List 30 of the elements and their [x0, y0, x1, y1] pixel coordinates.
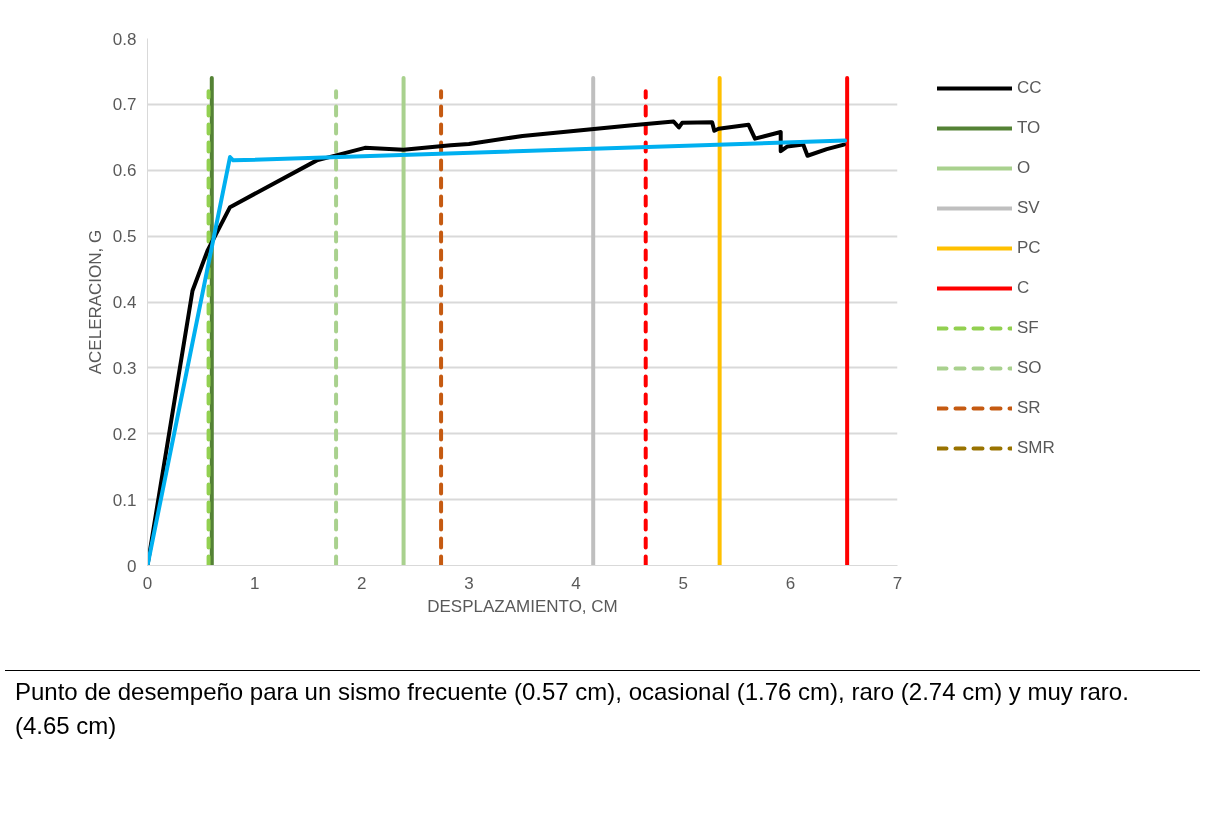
- y-tick-label: 0.7: [112, 95, 137, 115]
- y-axis-title: ACELERACION, G: [85, 229, 105, 375]
- legend-label: CC: [1017, 78, 1042, 98]
- x-tick-label: 4: [571, 573, 581, 593]
- x-tick-label: 2: [357, 573, 367, 593]
- legend-label: SO: [1017, 358, 1042, 378]
- x-tick-label: 5: [678, 573, 688, 593]
- x-axis-title: DESPLAZAMIENTO, CM: [427, 596, 618, 616]
- y-tick-label: 0.1: [112, 490, 137, 510]
- x-tick-label: 7: [892, 573, 903, 593]
- text: Punto de desempeño para un sismo frecuente (0.57 cm), ocasional (1.76 cm), raro (2.74 cm) y muy raro. (4.65 cm): [15, 677, 1130, 742]
- y-tick-label: 0.4: [112, 293, 137, 312]
- legend-label: SR: [1017, 398, 1041, 418]
- y-tick-label: 0.8: [112, 29, 137, 49]
- x-tick-label: 6: [785, 573, 796, 593]
- legend-label: C: [1017, 278, 1031, 298]
- x-tick-label: 3: [464, 573, 474, 593]
- legend-label: SF: [1017, 318, 1039, 338]
- x-tick-label: 0: [142, 573, 153, 593]
- legend-label: PC: [1017, 238, 1041, 258]
- y-tick-label: 0.2: [112, 424, 137, 444]
- x-tick-label: 1: [249, 573, 260, 593]
- y-tick-label: 0: [127, 556, 137, 576]
- legend-label: SMR: [1017, 438, 1055, 458]
- y-tick-label: 0.5: [112, 227, 137, 247]
- legend-label: SV: [1017, 198, 1040, 218]
- legend-label: O: [1017, 158, 1032, 178]
- legend-label: TO: [1017, 118, 1041, 138]
- y-tick-label: 0.6: [112, 161, 137, 181]
- y-tick-label: 0.3: [112, 358, 137, 378]
